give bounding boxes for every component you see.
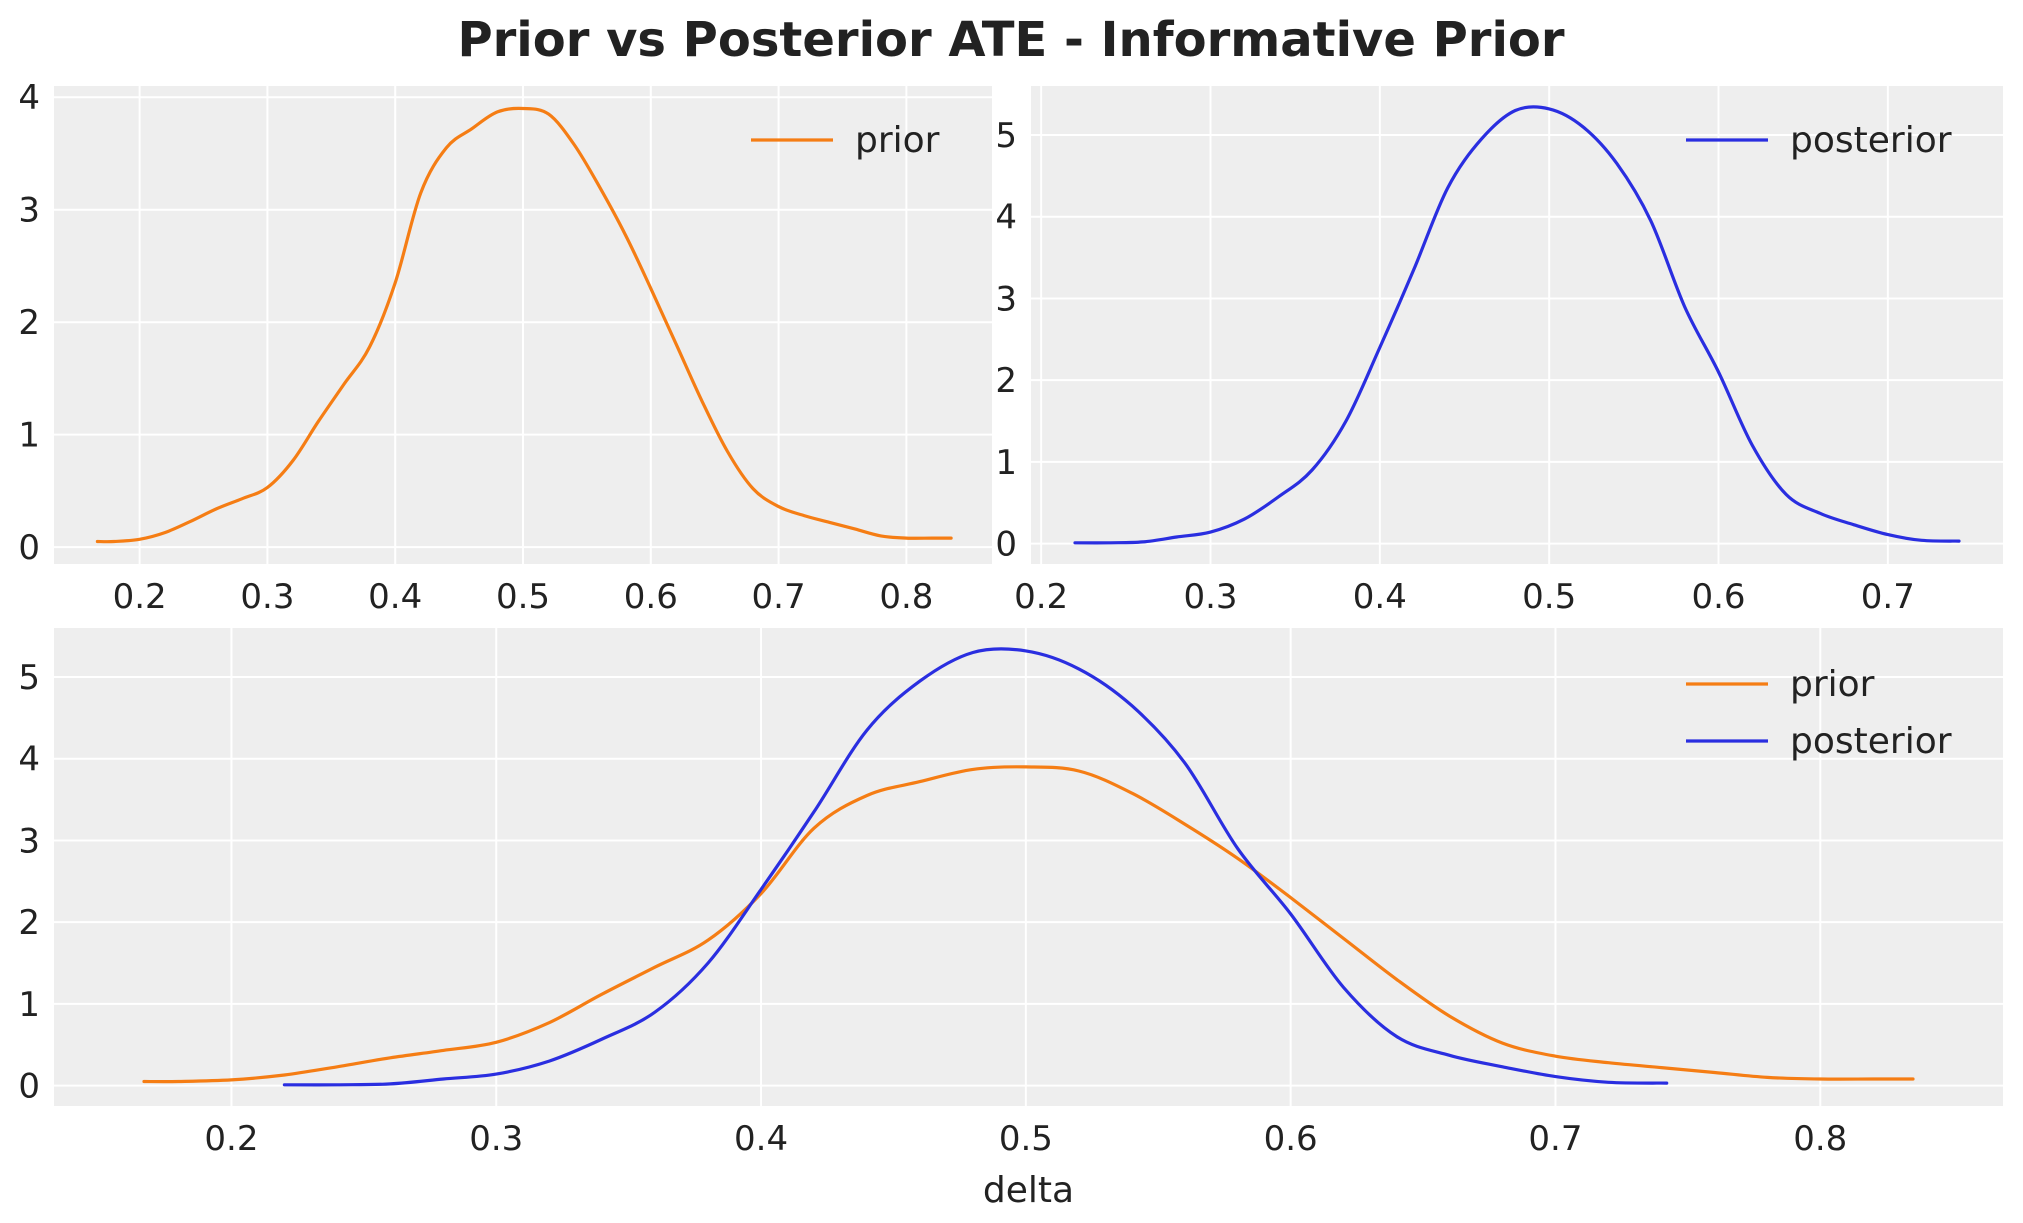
legend-label-prior: prior (1790, 664, 1875, 705)
panel-2: 0.2 0.3 0.4 0.5 0.6 0.7 0 1 2 3 4 5 posterior (995, 86, 2003, 617)
y-tick-label: 0 (18, 1067, 40, 1107)
legend-label-prior: prior (855, 120, 940, 161)
y-tick-label: 3 (995, 279, 1017, 319)
x-tick-label: 0.5 (1522, 577, 1576, 617)
x-tick-label: 0.7 (1861, 577, 1915, 617)
y-tick-label: 5 (995, 116, 1017, 156)
x-tick-label: 0.5 (496, 577, 550, 617)
x-tick-label: 0.3 (1183, 577, 1237, 617)
y-tick-label: 2 (18, 303, 40, 343)
y-tick-label: 1 (18, 416, 40, 456)
panel-3: 0.2 0.3 0.4 0.5 0.6 0.7 0.8 0 1 2 3 4 5 delta prior pos… (18, 628, 2003, 1211)
x-tick-label: 0.7 (752, 577, 806, 617)
legend: posterior (1686, 120, 1952, 161)
x-tick-label: 0.4 (734, 1119, 788, 1159)
y-tick-label: 0 (18, 528, 40, 568)
x-tick-label: 0.6 (624, 577, 678, 617)
y-tick-label: 1 (18, 985, 40, 1025)
x-tick-label: 0.2 (1014, 577, 1068, 617)
series-line-posterior (1073, 105, 1961, 545)
plot-area (54, 628, 2003, 1106)
figure-title: Prior vs Posterior ATE - Informative Pri… (457, 12, 1564, 68)
y-tick-label: 4 (995, 198, 1017, 238)
plot-area (1031, 86, 2003, 564)
legend-label-posterior: posterior (1790, 120, 1952, 161)
x-tick-label: 0.8 (1793, 1119, 1847, 1159)
x-tick-label: 0.2 (113, 577, 167, 617)
y-tick-label: 5 (18, 658, 40, 698)
y-tick-label: 4 (18, 78, 40, 118)
series-line-prior (95, 106, 953, 544)
legend-label-posterior: posterior (1790, 721, 1952, 762)
x-tick-label: 0.5 (999, 1119, 1053, 1159)
y-tick-label: 3 (18, 821, 40, 861)
y-tick-label: 1 (995, 443, 1017, 483)
legend: prior (751, 120, 940, 161)
x-tick-label: 0.3 (469, 1119, 523, 1159)
y-tick-label: 0 (995, 525, 1017, 565)
panel-1: 0.2 0.3 0.4 0.5 0.6 0.7 0.8 0 1 2 3 4 prior (18, 78, 992, 617)
x-tick-label: 0.8 (879, 577, 933, 617)
x-tick-label: 0.7 (1528, 1119, 1582, 1159)
y-tick-label: 2 (18, 903, 40, 943)
series-line-prior (142, 765, 1915, 1084)
series-line-posterior (282, 647, 1669, 1087)
x-tick-label: 0.6 (1264, 1119, 1318, 1159)
y-tick-label: 3 (18, 191, 40, 231)
x-tick-label: 0.3 (240, 577, 294, 617)
x-axis-label: delta (983, 1170, 1074, 1211)
x-tick-label: 0.4 (368, 577, 422, 617)
x-tick-label: 0.6 (1691, 577, 1745, 617)
x-tick-label: 0.4 (1353, 577, 1407, 617)
y-tick-label: 4 (18, 740, 40, 780)
legend: prior posterior (1686, 664, 1952, 762)
y-tick-label: 2 (995, 361, 1017, 401)
x-tick-label: 0.2 (204, 1119, 258, 1159)
